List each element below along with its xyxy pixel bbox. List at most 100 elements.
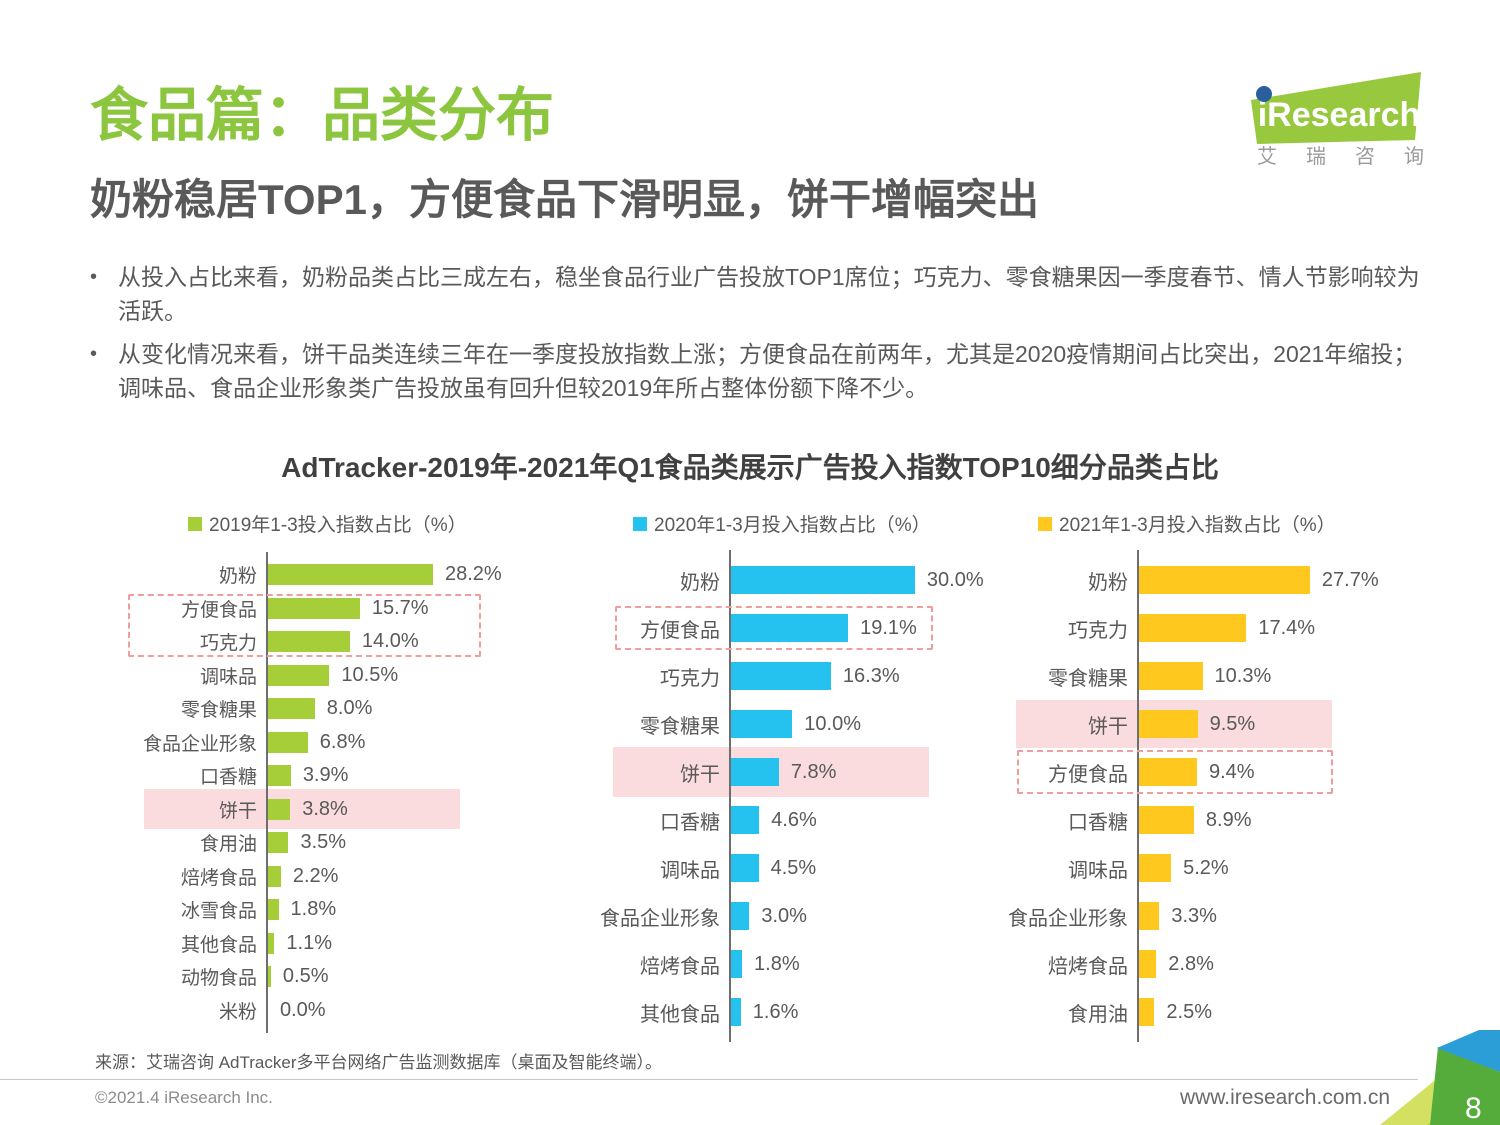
- chart-title: AdTracker-2019年-2021年Q1食品类展示广告投入指数TOP10细…: [281, 452, 1219, 483]
- chart-row: 其他食品 1.1%: [88, 927, 520, 961]
- category-label: 方便食品: [180, 599, 257, 621]
- chart-row: 调味品 4.5%: [559, 844, 999, 892]
- category-label: 焙烤食品: [1048, 955, 1128, 978]
- bar: [731, 710, 793, 738]
- value-label: 2.5%: [1166, 1000, 1213, 1023]
- logo-green-shape: [1251, 72, 1421, 144]
- bar: [731, 758, 779, 786]
- value-label: 3.0%: [761, 904, 807, 927]
- chart-row: 方便食品 15.7%: [88, 592, 520, 626]
- bar: [268, 899, 279, 921]
- legend-2019: 2019年1-3投入指数占比（%）: [188, 510, 467, 537]
- page-number: 8: [1465, 1092, 1482, 1125]
- value-label: 1.8%: [754, 952, 800, 975]
- value-label: 2.8%: [1168, 952, 1214, 975]
- value-label: 3.3%: [1171, 904, 1217, 927]
- bullet-item: • 从变化情况来看，饼干品类连续三年在一季度投放指数上涨；方便食品在前两年，尤其…: [90, 337, 1425, 405]
- chart-row: 米粉 0.0%: [88, 994, 520, 1028]
- y-axis-line: [729, 550, 731, 1042]
- bar: [268, 664, 330, 686]
- category-label: 其他食品: [180, 934, 257, 956]
- value-label: 0.0%: [280, 998, 326, 1021]
- chart-row: 口香糖 3.9%: [88, 759, 520, 793]
- chart-row: 口香糖 8.9%: [967, 796, 1407, 844]
- category-label: 零食糖果: [640, 715, 720, 738]
- dashed-highlight-box: [615, 606, 933, 650]
- value-label: 6.8%: [319, 730, 366, 753]
- chart-row: 焙烤食品 2.2%: [88, 860, 520, 894]
- chart-row: 焙烤食品 1.8%: [559, 940, 999, 988]
- bullet-list: • 从投入占比来看，奶粉品类占比三成左右，稳坐食品行业广告投放TOP1席位；巧克…: [90, 260, 1425, 414]
- value-label: 8.0%: [326, 697, 373, 720]
- value-label: 1.8%: [290, 898, 337, 921]
- chart-row: 奶粉 27.7%: [967, 556, 1407, 604]
- category-label: 饼干: [218, 800, 257, 822]
- category-label: 方便食品: [640, 619, 720, 642]
- bar: [268, 932, 275, 954]
- bar: [268, 597, 360, 619]
- bar: [268, 865, 281, 887]
- chart-row: 调味品 5.2%: [967, 844, 1407, 892]
- bar-chart-2: 奶粉 30.0% 方便食品 19.1% 巧克力 16.3% 零食糖果 10.0% 饼干 7.8% 口…: [559, 550, 999, 1042]
- value-label: 17.4%: [1258, 616, 1316, 639]
- legend-2020: 2020年1-3月投入指数占比（%）: [633, 510, 931, 537]
- category-label: 焙烤食品: [640, 955, 720, 978]
- chart-row: 饼干 9.5%: [967, 700, 1407, 748]
- value-label: 10.0%: [804, 712, 862, 735]
- value-label: 9.4%: [1208, 760, 1255, 783]
- bar: [731, 998, 741, 1026]
- y-axis-line: [1137, 550, 1139, 1042]
- value-label: 19.1%: [860, 616, 917, 639]
- page-subtitle: 奶粉稳居TOP1，方便食品下滑明显，饼干增幅突出: [90, 176, 1039, 223]
- legend-2021: 2021年1-3月投入指数占比（%）: [1038, 510, 1336, 537]
- source-note: 来源：艾瑞咨询 AdTracker多平台网络广告监测数据库（桌面及智能终端）。: [95, 1053, 663, 1072]
- bar: [268, 765, 291, 787]
- category-label: 食品企业形象: [1008, 907, 1128, 930]
- category-label: 调味品: [1068, 859, 1128, 882]
- category-label: 食用油: [1068, 1003, 1128, 1026]
- bar-chart-1: 奶粉 28.2% 方便食品 15.7% 巧克力 14.0% 调味品 10.5% 零食糖果 8.0%…: [88, 552, 520, 1033]
- legend-label: 2021年1-3月投入指数占比（%）: [1059, 515, 1336, 536]
- category-label: 米粉: [218, 1001, 257, 1023]
- chart-row: 巧克力 17.4%: [967, 604, 1407, 652]
- category-label: 冰雪食品: [180, 901, 257, 923]
- bar: [731, 662, 831, 690]
- category-label: 巧克力: [1068, 619, 1128, 642]
- bar: [268, 731, 308, 753]
- bar: [731, 806, 760, 834]
- value-label: 9.5%: [1209, 712, 1256, 735]
- category-label: 饼干: [1088, 715, 1128, 738]
- corner-triangle-green: [1430, 1047, 1500, 1125]
- value-label: 4.6%: [771, 808, 817, 831]
- category-label: 奶粉: [680, 571, 720, 594]
- value-label: 4.5%: [770, 856, 817, 879]
- category-label: 口香糖: [199, 767, 257, 789]
- category-label: 焙烤食品: [180, 867, 257, 889]
- chart-row: 口香糖 4.6%: [559, 796, 999, 844]
- category-label: 食品企业形象: [142, 733, 257, 755]
- chart-row: 焙烤食品 2.8%: [967, 940, 1407, 988]
- y-axis-line: [266, 552, 268, 1033]
- bar: [1139, 710, 1198, 738]
- bar: [268, 631, 350, 653]
- chart-row: 巧克力 14.0%: [88, 625, 520, 659]
- chart-row: 冰雪食品 1.8%: [88, 893, 520, 927]
- value-label: 3.5%: [300, 831, 347, 854]
- category-label: 巧克力: [199, 633, 257, 655]
- legend-label: 2020年1-3月投入指数占比（%）: [654, 515, 931, 536]
- bullet-item: • 从投入占比来看，奶粉品类占比三成左右，稳坐食品行业广告投放TOP1席位；巧克…: [90, 260, 1425, 328]
- bar: [1139, 566, 1310, 594]
- value-label: 2.2%: [292, 864, 339, 887]
- bar: [268, 832, 289, 854]
- bar: [1139, 806, 1194, 834]
- chart-row: 其他食品 1.6%: [559, 988, 999, 1036]
- bar: [1139, 662, 1203, 690]
- chart-row: 食品企业形象 3.3%: [967, 892, 1407, 940]
- value-label: 15.7%: [371, 596, 429, 619]
- footer-divider: [0, 1079, 1418, 1080]
- value-label: 30.0%: [926, 568, 984, 591]
- bullet-dot: •: [90, 266, 98, 288]
- bar: [268, 798, 291, 820]
- legend-swatch-green: [188, 516, 202, 531]
